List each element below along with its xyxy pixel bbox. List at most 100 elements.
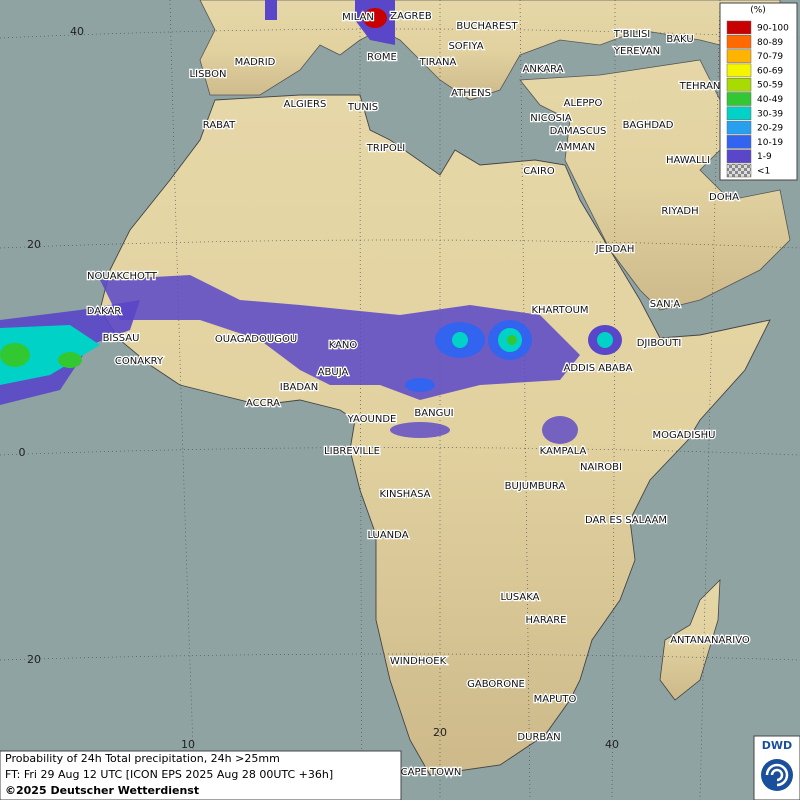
longitude-label: 10: [181, 738, 195, 751]
city-label: IBADAN: [280, 382, 319, 393]
city-label: DAR ES SALAAM: [585, 515, 667, 526]
legend-swatch: [726, 35, 752, 49]
precipitation: [0, 0, 622, 444]
latitude-label: 20: [27, 238, 41, 251]
legend-swatch: [726, 120, 752, 135]
city-label: ADDIS ABABA: [564, 363, 633, 374]
city-label: SAN'A: [650, 299, 681, 310]
city-label: JEDDAH: [595, 244, 635, 255]
city-label: TUNIS: [347, 102, 378, 113]
city-label: DOHA: [709, 192, 739, 203]
city-label: NOUAKCHOTT: [87, 271, 158, 282]
city-label: YAOUNDE: [347, 414, 397, 425]
city-label: MOGADISHU: [653, 430, 716, 441]
city-label: KHARTOUM: [531, 305, 588, 316]
city-label: ZAGREB: [390, 11, 432, 22]
city-label: ACCRA: [246, 398, 280, 409]
city-label: RABAT: [203, 120, 236, 131]
city-label: LISBON: [190, 69, 227, 80]
city-label: DAMASCUS: [550, 126, 607, 137]
city-label: BUJUMBURA: [505, 481, 566, 492]
city-label: ROME: [367, 52, 397, 63]
city-label: KINSHASA: [379, 489, 430, 500]
city-label: YEREVAN: [613, 46, 660, 57]
latitude-label: 40: [70, 25, 84, 38]
city-label: OUAGADOUGOU: [215, 334, 297, 345]
city-label: SOFIYA: [448, 41, 483, 52]
latitude-label: 0: [19, 446, 26, 459]
city-label: LIBREVILLE: [324, 446, 380, 457]
city-label: MILAN: [342, 12, 374, 23]
city-label: DAKAR: [87, 306, 122, 317]
legend-swatch: [726, 92, 752, 106]
city-label: ATHENS: [451, 88, 491, 99]
city-label: MADRID: [235, 57, 276, 68]
legend-label: 10-19: [757, 138, 783, 148]
city-label: HARARE: [525, 615, 566, 626]
city-label: ALGIERS: [284, 99, 327, 110]
legend-label: 70-79: [757, 52, 783, 62]
legend-label: 80-89: [757, 38, 783, 48]
latitude-label: 20: [27, 653, 41, 666]
logo-text: DWD: [762, 739, 792, 752]
city-label: LUSAKA: [501, 592, 540, 603]
legend-swatch: [726, 49, 752, 63]
city-label: MAPUTO: [534, 694, 577, 705]
legend-label: 50-59: [757, 81, 783, 91]
legend-title: (%): [750, 6, 766, 16]
city-label: DJIBOUTI: [637, 338, 682, 349]
labels: MILAN ZAGREB BUCHAREST MADRID SOFIYA ROME TIRA…: [19, 10, 752, 780]
logo-swirl: [765, 763, 789, 787]
city-label: KANO: [329, 340, 358, 351]
longitude-label: 20: [433, 726, 447, 739]
legend-swatch: [726, 149, 752, 163]
legend-label: 90-100: [757, 24, 789, 34]
city-label: BISSAU: [103, 333, 140, 344]
legend-label: 20-29: [757, 124, 783, 134]
legend-label: 1-9: [757, 152, 772, 162]
city-label: BAGHDAD: [623, 120, 674, 131]
city-label: BANGUI: [414, 408, 453, 419]
legend-label: <1: [757, 167, 770, 177]
legend-swatch: [726, 63, 752, 78]
city-label: GABORONE: [467, 679, 525, 690]
city-label: CONAKRY: [115, 356, 164, 367]
city-label: RIYADH: [661, 206, 698, 217]
city-label: HAWALLI: [666, 155, 710, 166]
city-label: BUCHAREST: [456, 21, 518, 32]
city-label: TRIPOLI: [366, 143, 405, 154]
caption-line: ©2025 Deutscher Wetterdienst: [5, 784, 199, 797]
city-label: BAKU: [666, 34, 693, 45]
madagascar: [659, 578, 721, 701]
europe: [199, 0, 781, 101]
legend-swatch: [726, 77, 752, 92]
logo-icon: [761, 759, 793, 791]
city-label: TEHRAN: [679, 81, 721, 92]
legend-label: 60-69: [757, 66, 783, 76]
city-label: CAIRO: [523, 166, 555, 177]
caption-line: FT: Fri 29 Aug 12 UTC [ICON EPS 2025 Aug…: [5, 768, 333, 781]
legend-swatch: [726, 20, 752, 35]
city-label: TIRANA: [419, 57, 457, 68]
city-label: ABUJA: [318, 367, 349, 378]
city-label: NICOSIA: [530, 113, 572, 124]
city-label: ALEPPO: [564, 98, 603, 109]
legend: (%) 90-100 80-89 70-79 60-69 50-59 40-49 30-39…: [719, 2, 798, 181]
city-label: AMMAN: [557, 142, 595, 153]
legend-label: 30-39: [757, 109, 783, 119]
city-label: KAMPALA: [540, 446, 587, 457]
city-label: DURBAN: [517, 732, 560, 743]
legend-label: 40-49: [757, 95, 783, 105]
city-label: LUANDA: [367, 530, 408, 541]
caption-box: [0, 750, 402, 801]
city-label: T'BILISI: [613, 29, 650, 40]
legend-swatch: [726, 163, 752, 178]
city-label: ANTANANARIVO: [670, 635, 750, 646]
longitude-label: 40: [605, 738, 619, 751]
city-label: NAIROBI: [580, 462, 622, 473]
city-label: CAPE TOWN: [401, 767, 462, 778]
caption-line: Probability of 24h Total precipitation, …: [5, 752, 280, 765]
legend-swatch: [726, 106, 752, 121]
